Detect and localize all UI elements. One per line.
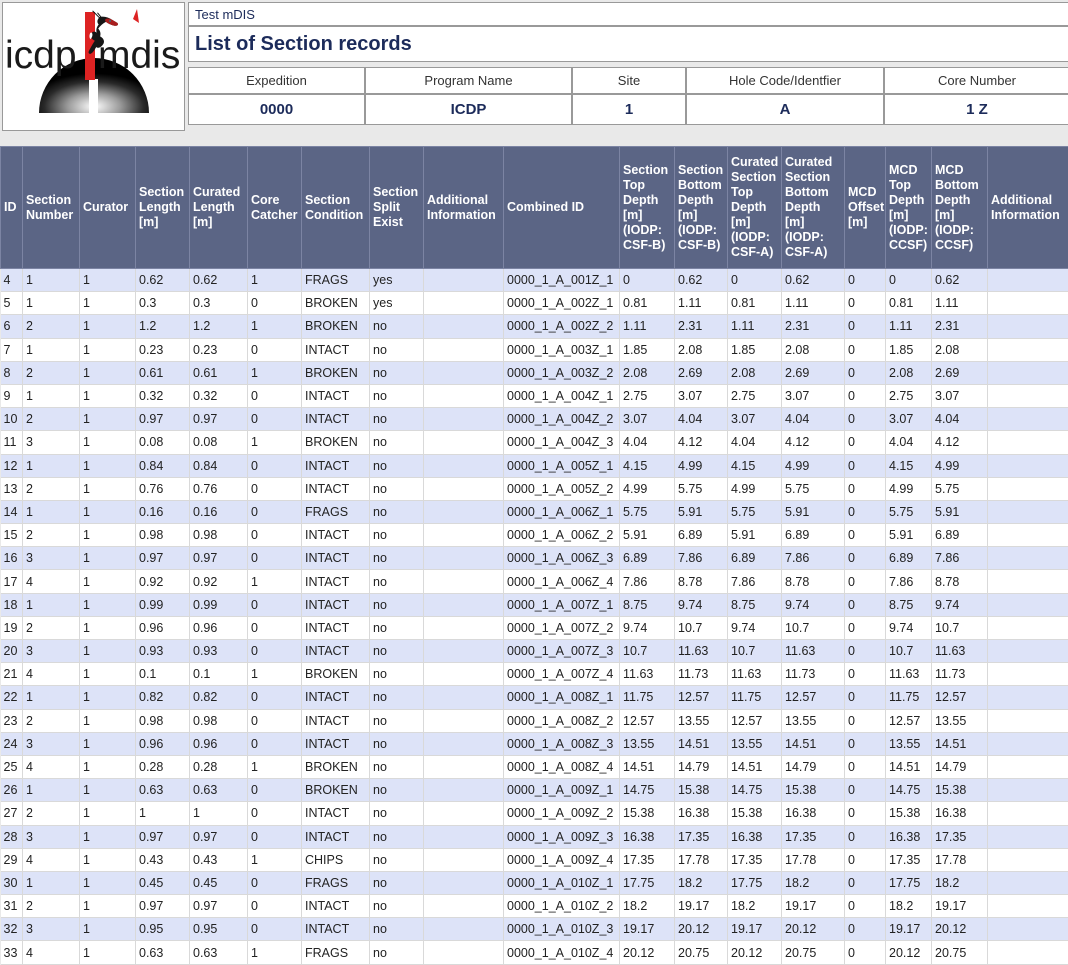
svg-text:mdis: mdis xyxy=(98,34,180,77)
svg-text:icdp: icdp xyxy=(5,34,77,77)
